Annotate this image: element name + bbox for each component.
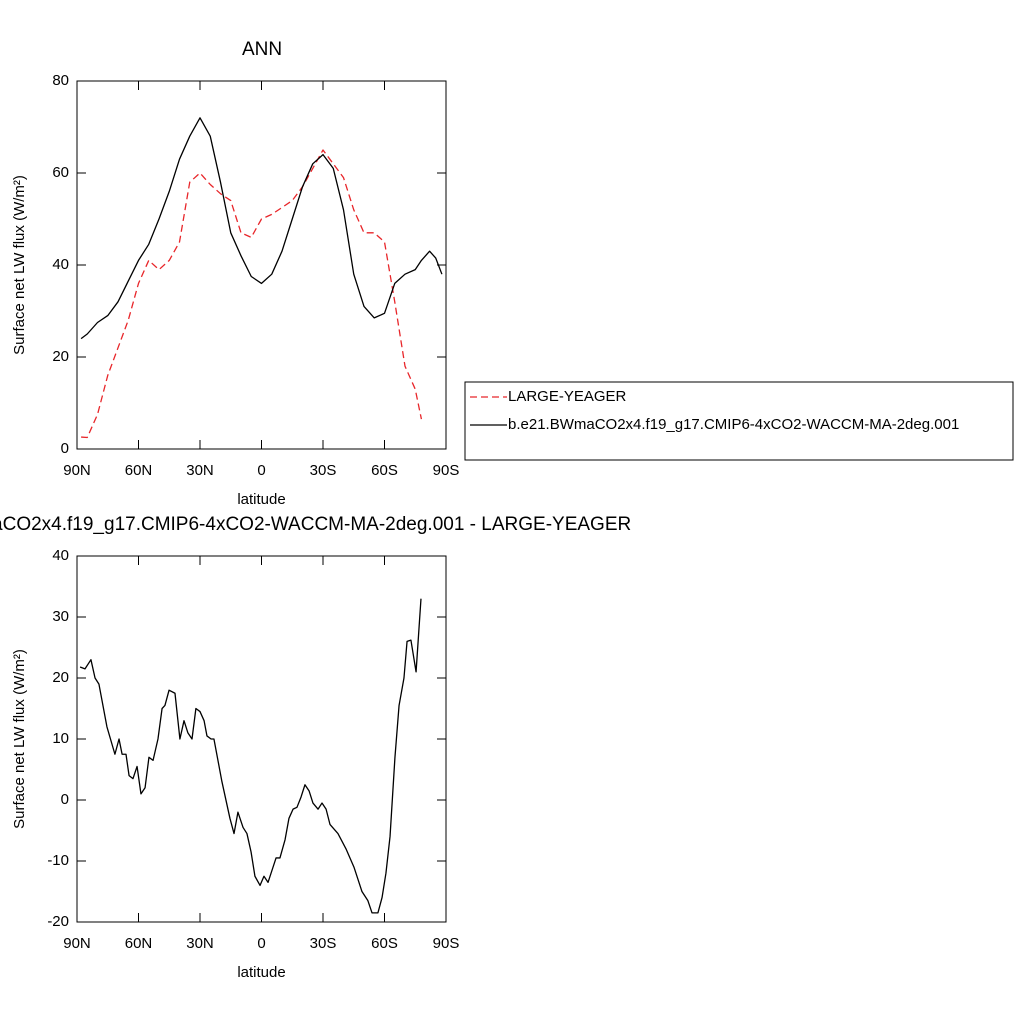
x-tick-label: 60N <box>125 462 153 479</box>
y-axis-label: Surface net LW flux (W/m²) <box>11 175 28 355</box>
y-tick-label: 40 <box>52 547 69 564</box>
x-tick-label: 60S <box>371 462 398 479</box>
x-tick-label: 30S <box>310 462 337 479</box>
data-line <box>80 117 443 340</box>
x-axis-label: latitude <box>237 964 285 981</box>
x-axis-label: latitude <box>237 491 285 508</box>
chart-title: ANN <box>242 39 282 60</box>
y-tick-label: 0 <box>61 791 69 808</box>
x-tick-label: 30N <box>186 935 214 952</box>
x-tick-label: 60S <box>371 935 398 952</box>
legend-box <box>464 381 1014 461</box>
x-tick-label: 90S <box>433 935 460 952</box>
y-tick-label: 20 <box>52 348 69 365</box>
x-tick-label: 0 <box>257 935 265 952</box>
y-tick-label: 30 <box>52 608 69 625</box>
legend-label: b.e21.BWmaCO2x4.f19_g17.CMIP6-4xCO2-WACC… <box>508 416 959 433</box>
x-tick-label: 90N <box>63 462 91 479</box>
y-tick-label: 80 <box>52 72 69 89</box>
legend-label: LARGE-YEAGER <box>508 388 627 405</box>
y-tick-label: -10 <box>47 852 69 869</box>
x-tick-label: 90N <box>63 935 91 952</box>
plot-frame <box>76 80 447 450</box>
data-line <box>79 598 422 914</box>
plot-frame <box>76 555 447 923</box>
x-tick-label: 30N <box>186 462 214 479</box>
y-tick-label: 60 <box>52 164 69 181</box>
chart-title: b.e21.BWmaCO2x4.f19_g17.CMIP6-4xCO2-WACC… <box>0 514 631 535</box>
y-tick-label: 40 <box>52 256 69 273</box>
x-tick-label: 30S <box>310 935 337 952</box>
y-tick-label: 0 <box>61 440 69 457</box>
x-tick-label: 90S <box>433 462 460 479</box>
y-tick-label: -20 <box>47 913 69 930</box>
y-axis-label: Surface net LW flux (W/m²) <box>11 649 28 829</box>
x-tick-label: 0 <box>257 462 265 479</box>
data-line <box>81 149 423 439</box>
x-tick-label: 60N <box>125 935 153 952</box>
y-tick-label: 20 <box>52 669 69 686</box>
y-tick-label: 10 <box>52 730 69 747</box>
